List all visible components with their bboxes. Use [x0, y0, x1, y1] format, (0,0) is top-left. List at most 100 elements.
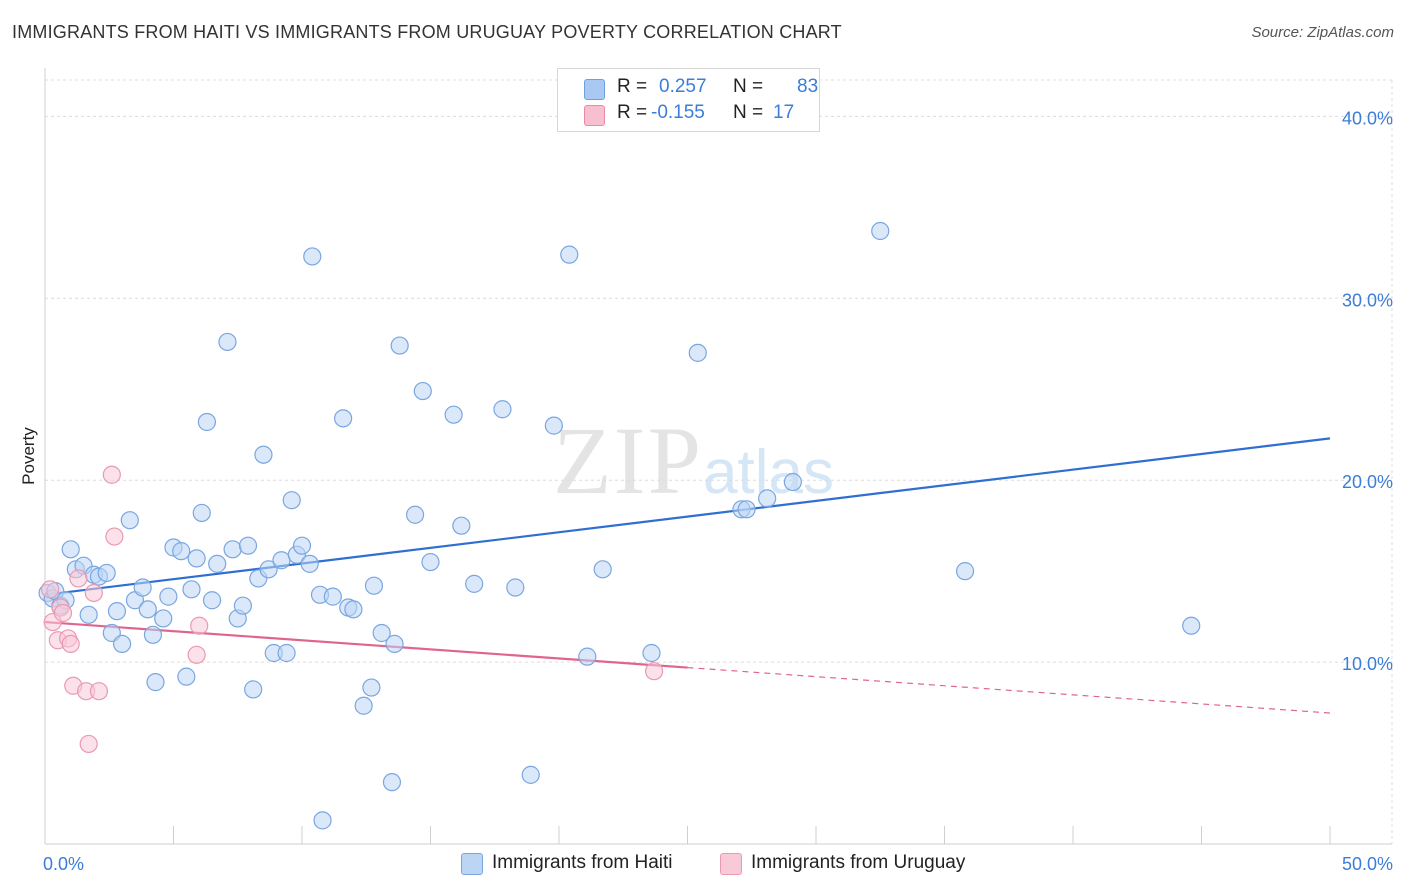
bottom-legend-swatch-uruguay	[720, 853, 742, 875]
data-point	[89, 682, 109, 701]
data-points	[38, 221, 1201, 830]
series-haiti	[38, 221, 1201, 830]
data-point	[506, 578, 525, 597]
y-tick-label: 30.0%	[1342, 290, 1393, 310]
data-point	[105, 527, 124, 546]
data-point	[244, 680, 263, 699]
data-point	[644, 662, 664, 681]
chart-title: IMMIGRANTS FROM HAITI VS IMMIGRANTS FROM…	[12, 22, 842, 42]
data-point	[300, 554, 319, 573]
data-point	[159, 587, 178, 606]
data-point	[642, 643, 661, 663]
data-point	[544, 416, 563, 435]
x-tick-label-max: 50.0%	[1342, 854, 1393, 874]
data-point	[53, 603, 73, 623]
data-point	[354, 696, 373, 715]
bottom-legend-swatch-haiti	[461, 853, 483, 875]
data-point	[143, 625, 163, 644]
data-point	[79, 734, 98, 754]
data-point	[323, 587, 342, 606]
chart-source: Source: ZipAtlas.com	[1251, 24, 1394, 41]
data-point	[254, 445, 273, 464]
y-tick-label: 10.0%	[1342, 654, 1393, 674]
data-point	[84, 583, 103, 603]
data-point	[79, 605, 98, 624]
data-point	[560, 245, 579, 264]
data-point	[146, 673, 165, 692]
data-point	[61, 540, 80, 559]
data-point	[405, 505, 425, 524]
data-point	[138, 600, 157, 619]
data-point	[187, 645, 206, 664]
data-point	[223, 540, 242, 559]
legend-r-label: R =	[617, 76, 648, 97]
x-tick-label-min: 0.0%	[43, 854, 84, 874]
data-point	[120, 511, 139, 530]
data-point	[154, 609, 173, 628]
data-point	[97, 563, 116, 583]
data-point	[1182, 616, 1201, 635]
data-point	[737, 500, 756, 519]
data-point	[69, 569, 88, 588]
data-point	[955, 562, 975, 581]
data-point	[272, 551, 291, 570]
data-point	[688, 343, 707, 362]
data-point	[313, 811, 332, 830]
y-axis-title: Poverty	[19, 427, 38, 485]
watermark: ZIPatlas	[553, 405, 834, 516]
data-point	[107, 602, 127, 621]
data-point	[41, 580, 60, 599]
bottom-legend-label-uruguay: Immigrants from Uruguay	[751, 852, 966, 873]
data-point	[292, 536, 312, 555]
data-point	[382, 773, 402, 792]
data-point	[465, 574, 484, 593]
data-point	[362, 678, 381, 697]
data-point	[208, 554, 227, 573]
watermark-zip: ZIP	[553, 407, 703, 514]
data-point	[783, 472, 802, 492]
tick-labels: 10.0% 20.0% 30.0% 40.0% 0.0% 50.0% Poverty	[19, 108, 1393, 874]
data-point	[182, 580, 201, 599]
data-point	[177, 667, 196, 686]
data-point	[344, 600, 363, 619]
data-point	[758, 489, 777, 508]
bottom-legend-label-haiti: Immigrants from Haiti	[492, 852, 673, 873]
data-point	[385, 634, 404, 654]
data-point	[238, 536, 258, 555]
data-point	[187, 549, 206, 568]
data-point	[192, 503, 211, 523]
data-point	[133, 578, 152, 597]
data-point	[233, 596, 252, 615]
data-point	[190, 616, 209, 635]
data-point	[593, 560, 612, 579]
legend-r-value: -0.155	[651, 102, 705, 123]
gridlines	[45, 79, 1393, 844]
data-point	[444, 405, 463, 424]
data-point	[364, 576, 384, 595]
legend-r-value: 0.257	[659, 76, 707, 97]
trend-lines	[44, 437, 1331, 714]
data-point	[493, 400, 512, 419]
y-tick-label: 20.0%	[1342, 472, 1393, 492]
data-point	[334, 409, 353, 428]
data-point	[452, 516, 471, 535]
legend-n-value: 17	[773, 102, 795, 123]
axes	[44, 68, 1392, 845]
correlation-legend: R = 0.257 N = 83 R = -0.155 N = 17	[557, 68, 820, 132]
data-point	[259, 560, 278, 579]
legend-n-label: N =	[733, 102, 764, 123]
trend-line-dashed	[687, 666, 1331, 714]
data-point	[172, 542, 191, 561]
legend-n-label: N =	[733, 76, 764, 97]
series-uruguay	[41, 465, 664, 754]
legend-swatch-haiti	[584, 79, 605, 100]
data-point	[202, 591, 222, 610]
data-point	[390, 336, 409, 355]
data-point	[218, 332, 237, 352]
data-point	[372, 623, 391, 643]
data-point	[578, 647, 597, 666]
data-point	[421, 552, 440, 572]
data-point	[197, 412, 217, 432]
data-point	[61, 634, 80, 654]
